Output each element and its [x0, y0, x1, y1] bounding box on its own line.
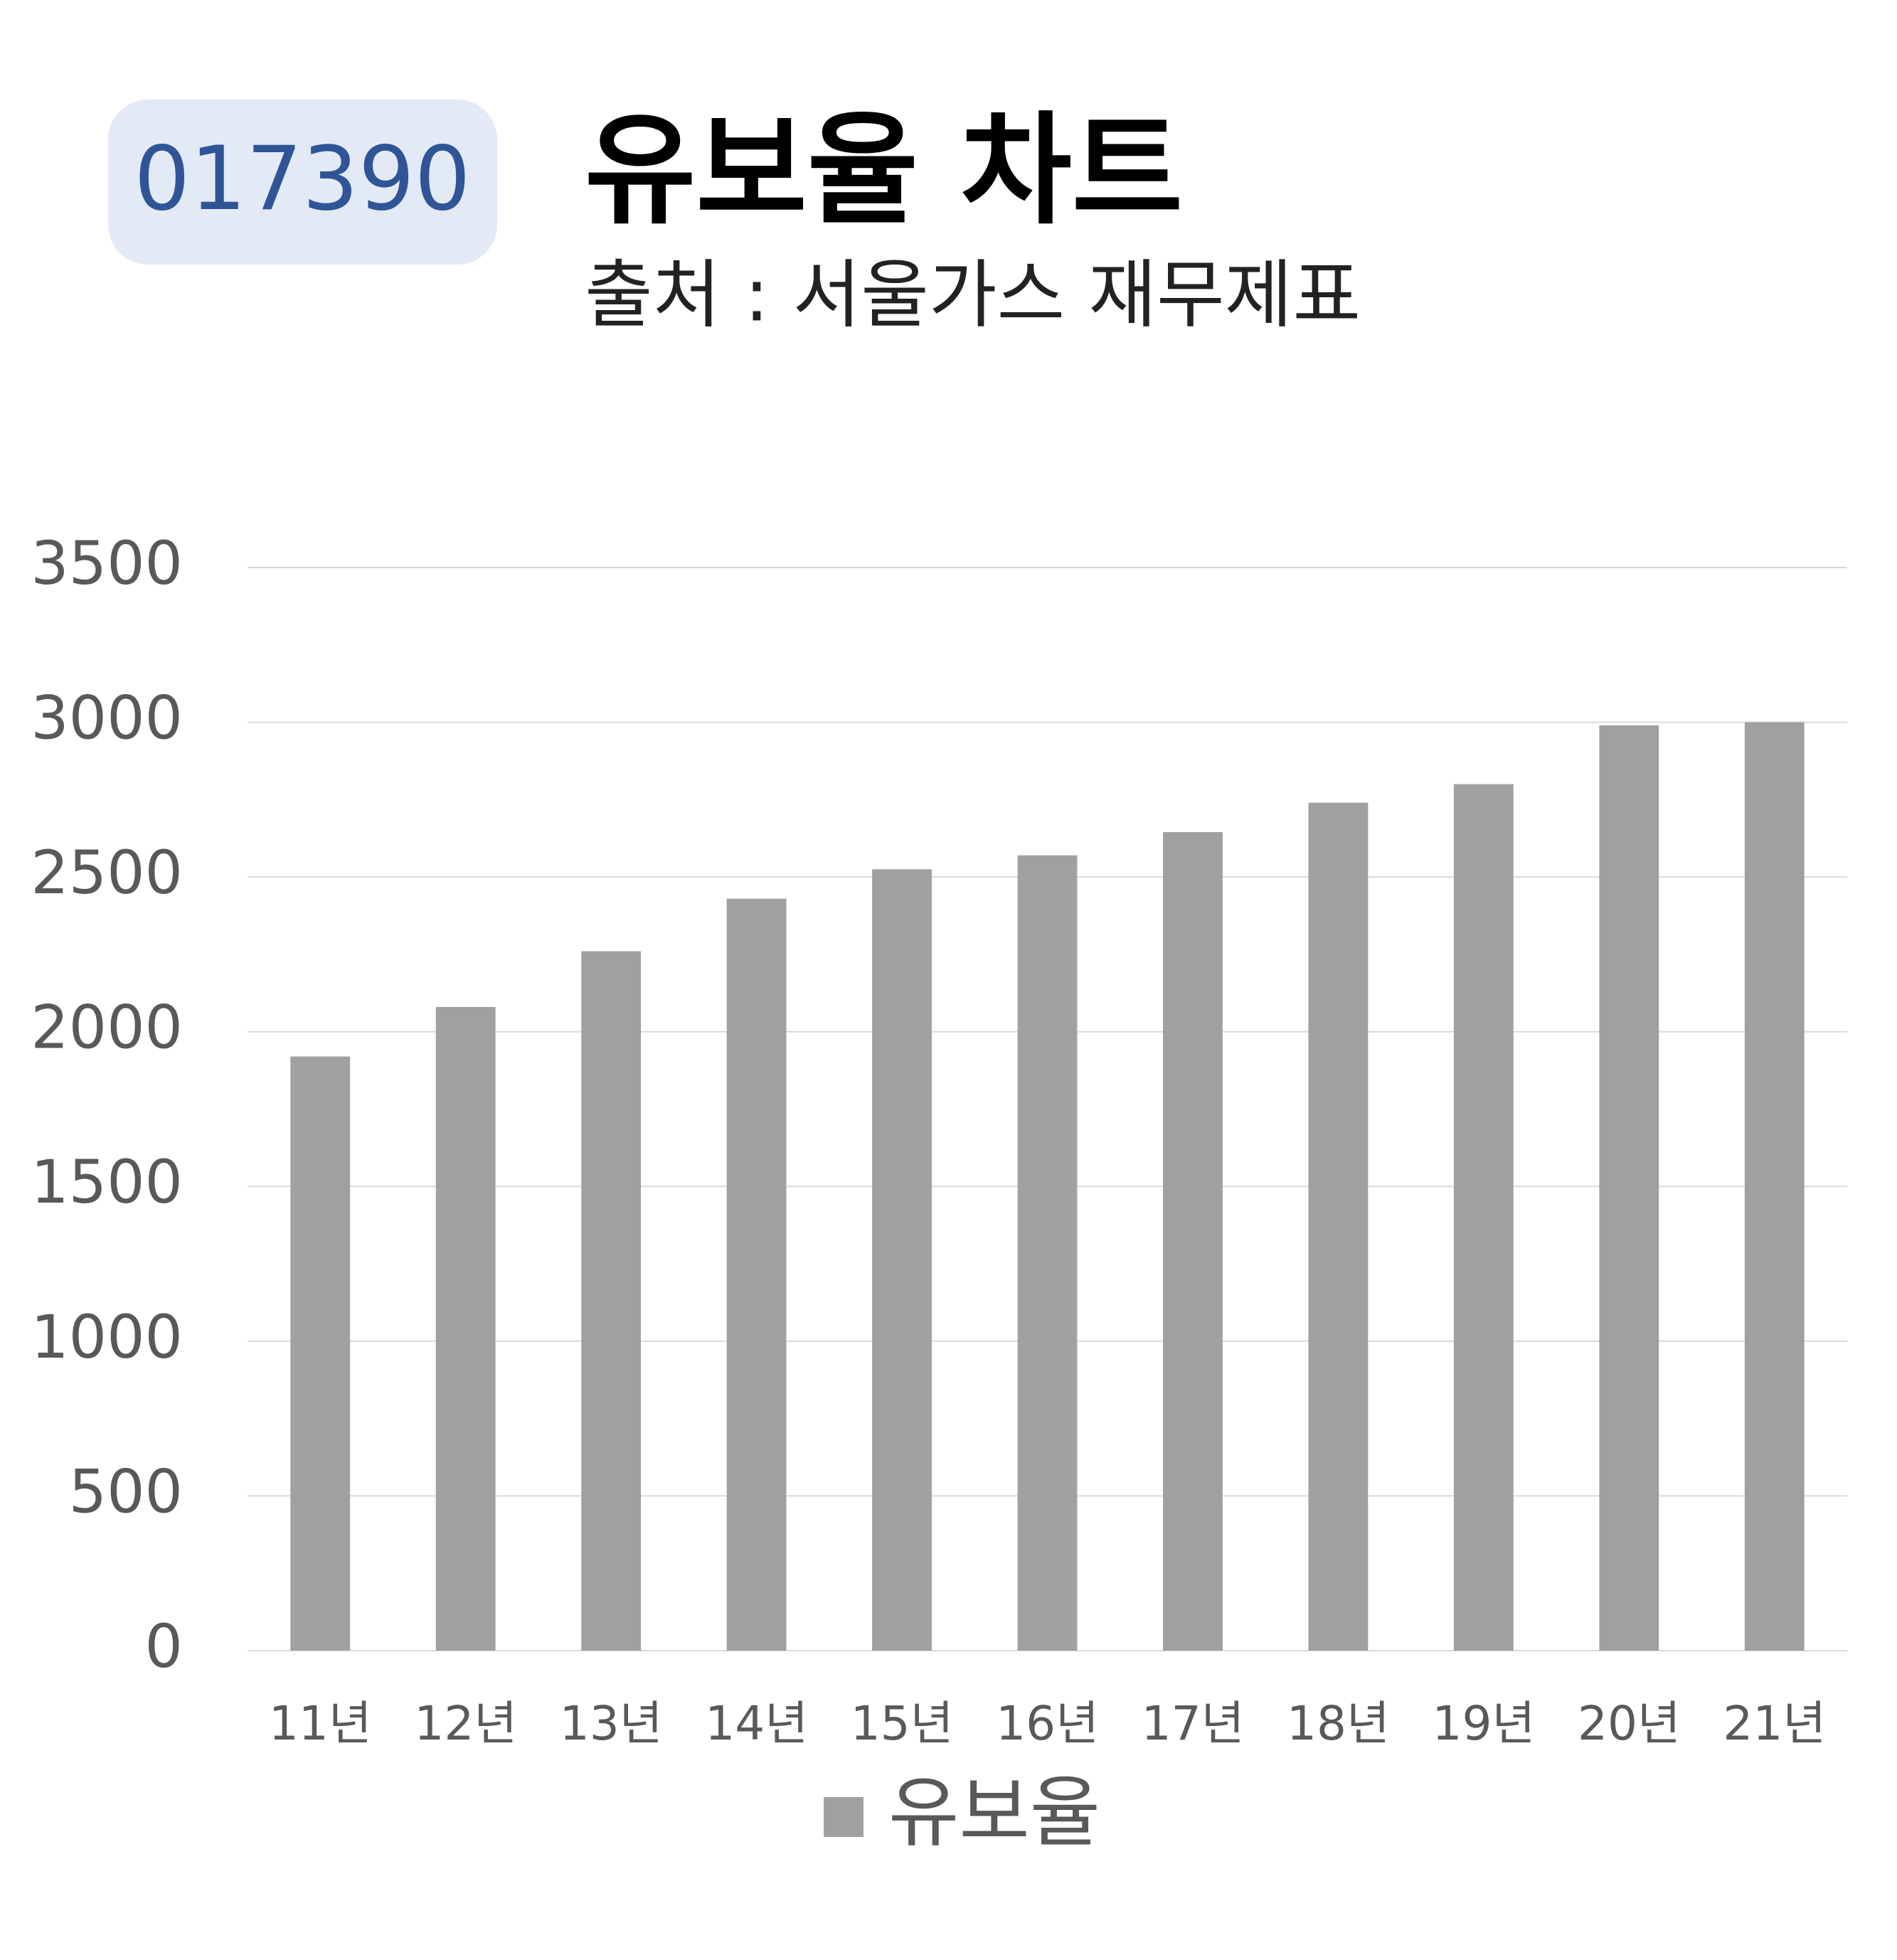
bar — [290, 1056, 351, 1651]
badge-box — [108, 100, 497, 265]
x-tick-label: 12년 — [414, 1696, 517, 1751]
x-tick-label: 21년 — [1723, 1696, 1826, 1751]
bar — [435, 1006, 496, 1651]
y-tick-label: 500 — [69, 1456, 183, 1526]
y-tick-label: 1500 — [31, 1147, 183, 1217]
legend-label: 유보율 — [888, 1769, 1100, 1858]
x-tick-label: 17년 — [1142, 1696, 1245, 1751]
x-tick-label: 20년 — [1578, 1696, 1681, 1751]
x-tick-label: 13년 — [560, 1696, 663, 1751]
y-tick-label: 2500 — [31, 838, 183, 907]
badge: 017390 — [134, 128, 470, 230]
bar — [1017, 855, 1078, 1651]
x-tick-label: 16년 — [996, 1696, 1099, 1751]
bar — [581, 951, 642, 1651]
x-tick-label: 18년 — [1287, 1696, 1390, 1751]
bar — [872, 869, 932, 1651]
bar — [1744, 722, 1805, 1651]
y-tick-label: 0 — [145, 1612, 183, 1681]
x-tick-label: 14년 — [705, 1696, 808, 1751]
bar — [1599, 725, 1659, 1651]
bar — [726, 898, 787, 1651]
chart-title: 유보율 차트 — [585, 100, 1183, 241]
y-tick-label: 3500 — [31, 528, 183, 598]
chart-subtitle: 출처 : 서울가스 재무제표 — [585, 251, 1361, 338]
y-tick-label: 2000 — [31, 993, 183, 1062]
x-tick-label: 19년 — [1433, 1696, 1536, 1751]
bar — [1453, 784, 1514, 1651]
y-tick-label: 1000 — [31, 1302, 183, 1372]
x-tick-label: 15년 — [851, 1696, 954, 1751]
x-tick-label: 11년 — [269, 1696, 372, 1751]
bar — [1163, 832, 1223, 1651]
bar — [1308, 802, 1369, 1651]
y-tick-label: 3000 — [31, 683, 183, 753]
legend-swatch — [824, 1797, 864, 1837]
